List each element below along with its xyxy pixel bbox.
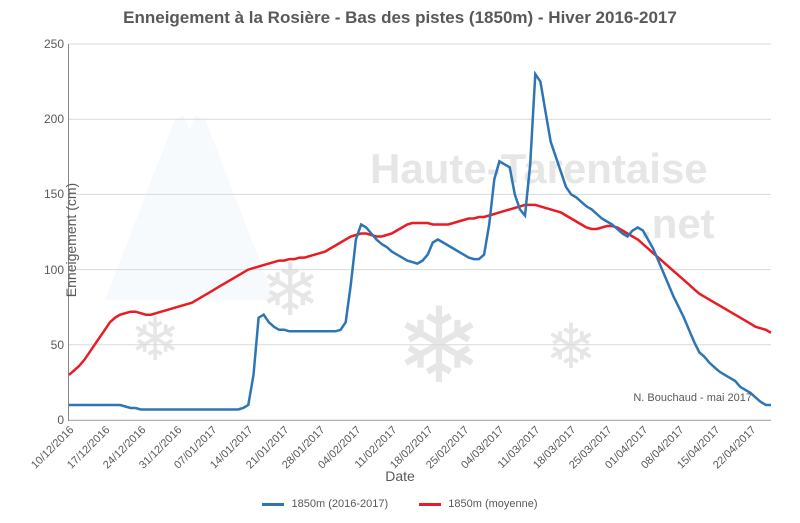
x-axis-label: Date bbox=[0, 468, 800, 484]
plot-area bbox=[68, 44, 771, 421]
legend-swatch-0 bbox=[262, 503, 284, 506]
legend-label-0: 1850m (2016-2017) bbox=[292, 498, 389, 510]
attribution-text: N. Bouchaud - mai 2017 bbox=[633, 392, 752, 404]
legend-swatch-1 bbox=[419, 503, 441, 506]
ytick-label: 200 bbox=[34, 112, 64, 126]
y-axis-label: Enneigement (cm) bbox=[63, 183, 79, 297]
legend-item-1: 1850m (moyenne) bbox=[419, 498, 537, 510]
legend: 1850m (2016-2017) 1850m (moyenne) bbox=[0, 498, 800, 510]
ytick-label: 100 bbox=[34, 263, 64, 277]
ytick-label: 50 bbox=[34, 338, 64, 352]
series-svg bbox=[69, 44, 771, 420]
ytick-label: 0 bbox=[34, 413, 64, 427]
chart-container: Enneigement à la Rosière - Bas des piste… bbox=[0, 0, 800, 523]
legend-item-0: 1850m (2016-2017) bbox=[262, 498, 388, 510]
ytick-label: 250 bbox=[34, 37, 64, 51]
ytick-label: 150 bbox=[34, 187, 64, 201]
legend-label-1: 1850m (moyenne) bbox=[448, 498, 537, 510]
chart-title: Enneigement à la Rosière - Bas des piste… bbox=[0, 0, 800, 28]
